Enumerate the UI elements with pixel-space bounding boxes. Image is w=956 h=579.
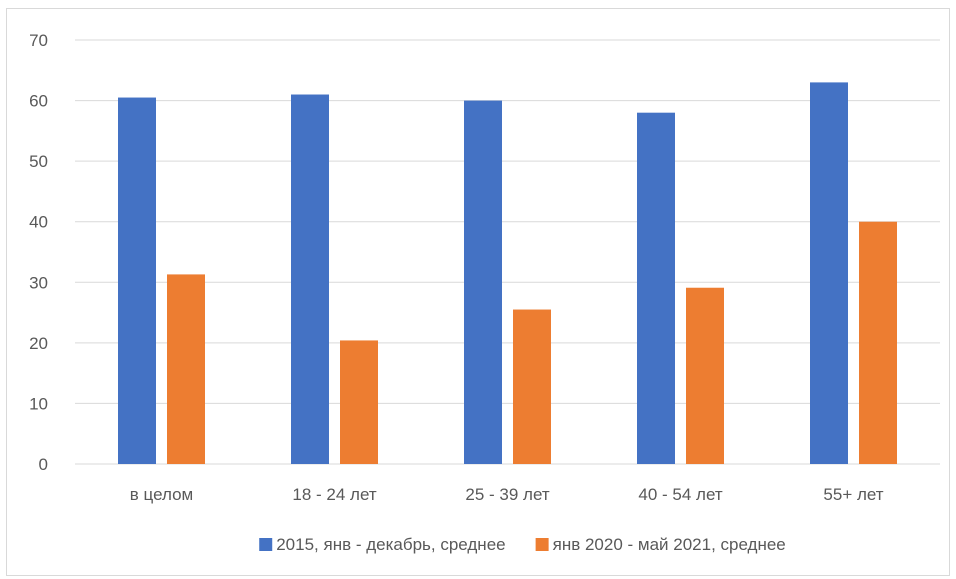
- y-tick-label: 20: [29, 334, 48, 353]
- bar-series1-3: [464, 100, 502, 465]
- bar-series2-5: [859, 221, 897, 464]
- legend: 2015, янв - декабрь, среднее янв 2020 - м…: [259, 535, 786, 554]
- bar-series1-4: [637, 112, 675, 464]
- y-tick-label: 40: [29, 213, 48, 232]
- bar-series2-1: [167, 274, 205, 464]
- y-axis-tick-labels: 0 10 20 30 40 50 60 70: [29, 31, 48, 474]
- x-tick-label: 18 - 24 лет: [292, 485, 376, 504]
- bar-series1-2: [291, 94, 329, 464]
- x-tick-label: 55+ лет: [823, 485, 883, 504]
- bar-series2-2: [340, 340, 378, 464]
- bar-series2-4: [686, 287, 724, 464]
- bar-series1-5: [810, 82, 848, 465]
- y-tick-label: 60: [29, 92, 48, 111]
- legend-label: 2015, янв - декабрь, среднее: [276, 535, 505, 554]
- bars: [118, 82, 897, 465]
- x-axis-tick-labels: в целом 18 - 24 лет 25 - 39 лет 40 - 54 лет…: [130, 485, 884, 504]
- x-tick-label: 25 - 39 лет: [465, 485, 549, 504]
- x-tick-label: в целом: [130, 485, 193, 504]
- gridlines: [75, 39, 940, 465]
- legend-label: янв 2020 - май 2021, среднее: [553, 535, 786, 554]
- y-tick-label: 50: [29, 152, 48, 171]
- y-tick-label: 10: [29, 394, 48, 413]
- bar-series2-3: [513, 309, 551, 464]
- y-tick-label: 0: [39, 455, 48, 474]
- legend-swatch: [259, 538, 273, 551]
- legend-item-1: 2015, янв - декабрь, среднее: [259, 535, 506, 554]
- bar-series1-1: [118, 97, 156, 465]
- y-tick-label: 70: [29, 31, 48, 50]
- legend-swatch: [535, 538, 549, 551]
- y-tick-label: 30: [29, 273, 48, 292]
- x-tick-label: 40 - 54 лет: [638, 485, 722, 504]
- legend-item-2: янв 2020 - май 2021, среднее: [535, 535, 786, 554]
